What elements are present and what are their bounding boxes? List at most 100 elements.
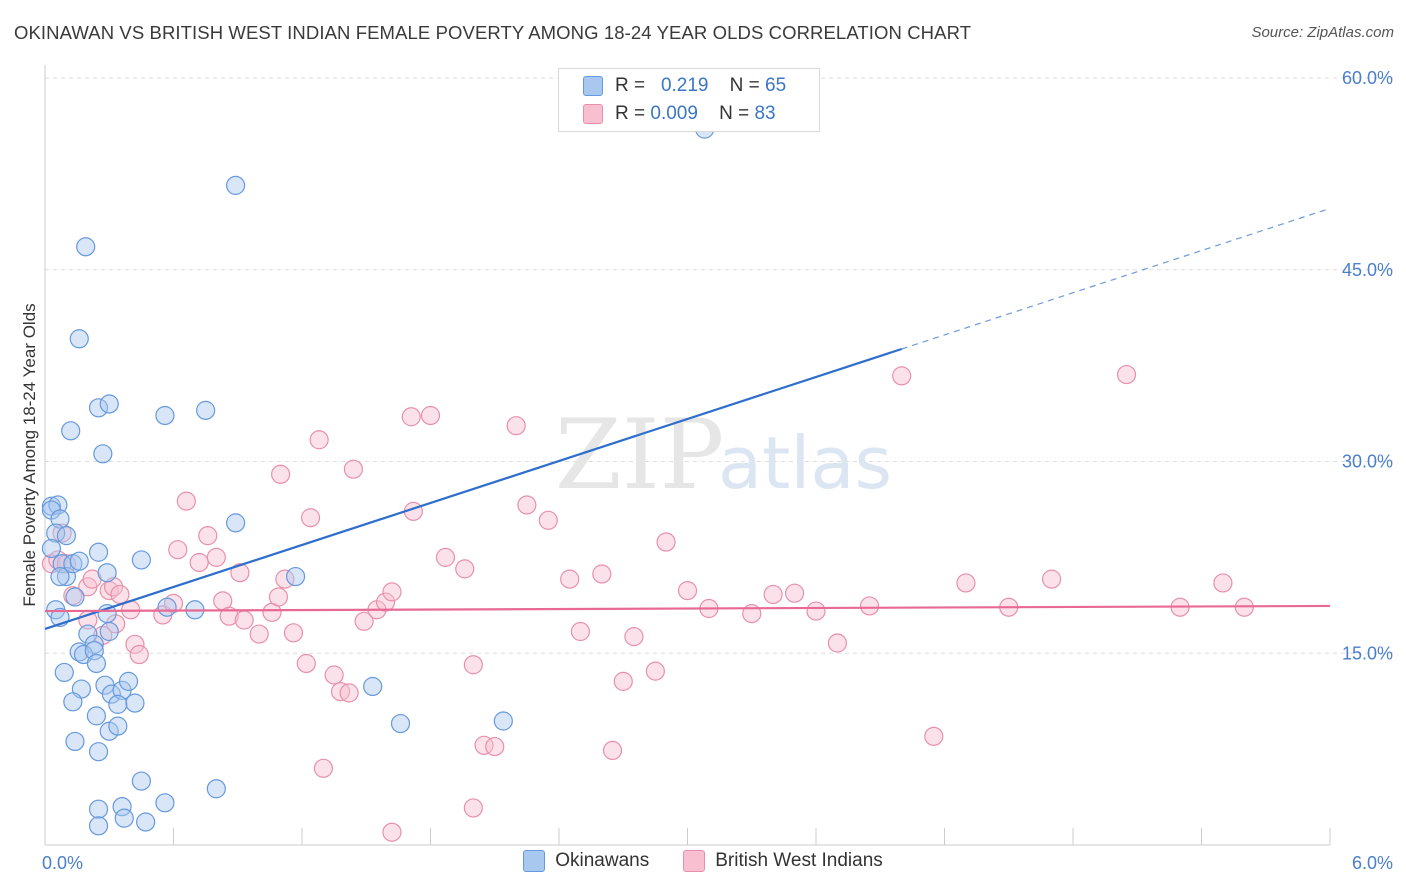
y-axis-label: Female Poverty Among 18-24 Year Olds: [20, 303, 39, 606]
okinawan-point: [108, 694, 128, 714]
okinawan-point: [86, 653, 107, 674]
bwi-point: [435, 547, 456, 567]
okinawan-point: [41, 538, 62, 559]
okinawan-point: [97, 563, 117, 583]
okinawan-trend-line: [44, 347, 903, 631]
trend-lines: [44, 207, 1331, 631]
bwi-point: [296, 653, 316, 674]
bwi-point: [125, 634, 145, 654]
okinawan-point: [493, 711, 513, 731]
bwi-point: [343, 459, 363, 479]
okinawan-point: [363, 676, 383, 697]
okinawan-point: [88, 542, 109, 562]
bwi-trend-line: [44, 604, 1331, 613]
okinawan-point: [78, 624, 98, 644]
bwi-point: [1041, 569, 1062, 589]
bwi-point: [324, 665, 344, 685]
bwi-point: [268, 587, 289, 607]
okinawan-point: [48, 495, 68, 515]
bwi-point: [313, 758, 334, 778]
bwi-point: [375, 592, 396, 612]
okinawan-trend-extension: [901, 207, 1331, 350]
bwi-point: [624, 627, 644, 647]
okinawan-point: [114, 808, 134, 828]
bwi-point: [806, 601, 826, 621]
okinawan-point: [131, 771, 151, 791]
okinawan-point: [157, 597, 177, 617]
bwi-point: [129, 644, 149, 665]
okinawan-point: [76, 237, 96, 257]
legend-n-value: 65: [765, 75, 787, 96]
okinawan-point: [88, 816, 109, 836]
tick-labels: 15.0% 30.0% 45.0% 60.0% 0.0% 6.0%: [42, 68, 1393, 873]
bottom-legend-label-british-west-indians: British West Indians: [715, 850, 883, 871]
okinawan-point: [61, 421, 81, 441]
legend-n-value: 83: [754, 103, 776, 124]
bwi-point: [784, 583, 805, 603]
bwi-point: [517, 495, 537, 515]
legend-r-value: 0.219: [660, 75, 709, 96]
bwi-point: [570, 621, 591, 642]
legend-row-okinawans: R = 0.219 N = 65: [583, 73, 786, 99]
x-tick-label: 0.0%: [42, 853, 83, 873]
bwi-point: [827, 633, 848, 653]
axes: [44, 65, 1331, 846]
bwi-point: [506, 416, 526, 436]
okinawan-point: [226, 175, 246, 195]
watermark-atlas: atlas: [718, 421, 892, 505]
watermark-zip: ZIP: [555, 399, 724, 511]
bwi-point: [339, 683, 359, 703]
okinawan-point: [88, 799, 109, 819]
bwi-point: [382, 582, 402, 602]
bwi-point: [602, 740, 623, 761]
okinawan-point: [88, 742, 109, 762]
okinawan-point: [65, 587, 85, 607]
bwi-point: [270, 464, 291, 484]
bwi-point: [309, 430, 329, 450]
bwi-point: [560, 569, 580, 589]
bwi-point: [1116, 364, 1137, 385]
bottom-legend-okinawans[interactable]: Okinawans: [523, 850, 649, 872]
okinawan-point: [155, 405, 175, 426]
bwi-point: [645, 661, 665, 681]
bwi-point: [1213, 573, 1233, 593]
chart-source: Source: ZipAtlas.com: [1251, 24, 1394, 41]
okinawan-point: [50, 566, 70, 587]
bwi-point: [234, 610, 254, 630]
okinawan-point: [155, 793, 175, 813]
okinawan-point: [136, 812, 156, 832]
legend-swatch-british-west-indians: [583, 104, 603, 124]
legend-r-label: R =: [615, 75, 646, 96]
bwi-point: [455, 559, 475, 579]
bwi-point: [103, 577, 124, 597]
series-okinawans: [41, 119, 715, 836]
okinawan-point: [99, 621, 119, 642]
okinawan-point: [101, 684, 121, 704]
bottom-legend-swatch-okinawans: [523, 850, 546, 872]
bwi-point: [354, 611, 374, 631]
y-tick-label: 60.0%: [1342, 68, 1393, 88]
bwi-point: [763, 584, 783, 605]
okinawan-point: [118, 671, 139, 691]
bwi-point: [538, 510, 558, 530]
chart-title: OKINAWAN VS BRITISH WEST INDIAN FEMALE P…: [14, 22, 972, 43]
bwi-point: [176, 491, 196, 511]
okinawan-point: [131, 550, 151, 570]
okinawan-point: [88, 398, 109, 418]
bottom-legend-british-west-indians[interactable]: British West Indians: [683, 850, 883, 872]
bwi-point: [300, 508, 321, 528]
bwi-point: [230, 563, 250, 583]
okinawan-point: [196, 400, 216, 420]
x-tick-label: 6.0%: [1352, 853, 1393, 873]
legend-box: R = 0.219 N = 65 R = 0.009 N = 83: [558, 68, 820, 132]
bwi-point: [420, 405, 441, 426]
legend-n-label: N =: [719, 103, 750, 124]
bwi-point: [206, 547, 226, 567]
bwi-point: [613, 671, 633, 691]
bwi-point: [382, 822, 402, 842]
okinawan-point: [54, 662, 74, 683]
legend-r-label: R =: [615, 103, 646, 124]
bwi-point: [219, 606, 239, 626]
okinawan-point: [56, 526, 77, 546]
